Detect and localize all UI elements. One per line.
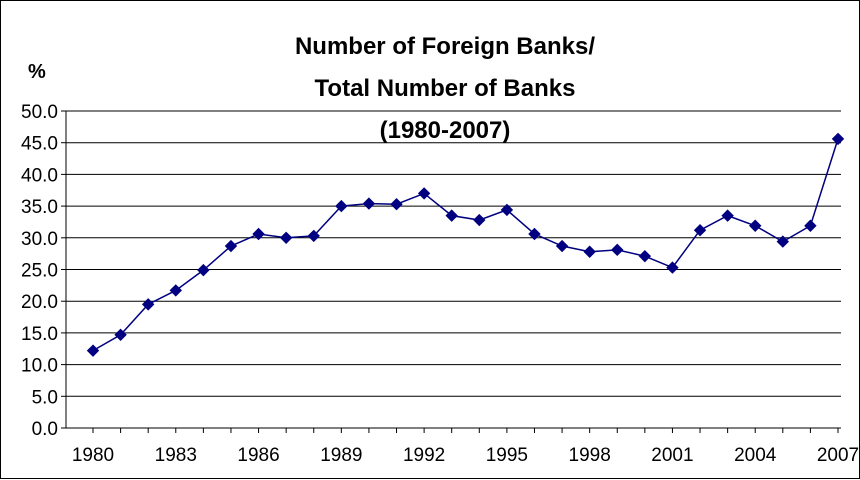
y-tick-label: 25.0: [21, 261, 58, 282]
data-point-marker: [224, 239, 238, 253]
data-point-marker: [500, 203, 514, 217]
axes: [61, 110, 841, 433]
data-point-marker: [335, 199, 348, 213]
x-tick-label: 1980: [72, 445, 114, 466]
data-point-marker: [197, 263, 210, 277]
y-tick-labels: 0.0 5.0 10.0 15.0 20.0 25.0 30.0 35.0 40.0 45.0 50…: [21, 102, 58, 440]
data-point-marker: [749, 219, 762, 232]
x-tick-label: 1995: [486, 445, 528, 466]
data-point-marker: [528, 227, 541, 241]
data-point-marker: [114, 328, 127, 342]
series: [86, 132, 845, 357]
data-point-marker: [666, 261, 679, 274]
x-tick-label: 2007: [817, 445, 859, 466]
series-line: [92, 138, 839, 352]
data-point-marker: [721, 209, 734, 222]
y-tick-label: 10.0: [21, 356, 58, 377]
x-tick-label: 1986: [237, 445, 279, 466]
data-point-marker: [831, 132, 845, 146]
x-tick-label: 2001: [651, 445, 693, 466]
x-tick-label: 2004: [734, 445, 777, 466]
y-tick-label: 40.0: [21, 165, 58, 186]
chart-title-line-1: Number of Foreign Banks/: [295, 33, 595, 60]
data-point-marker: [417, 187, 431, 200]
data-point-marker: [776, 235, 790, 248]
chart-title-line-3: (1980-2007): [380, 117, 511, 144]
data-point-marker: [473, 213, 486, 227]
data-point-marker: [252, 227, 265, 241]
data-point-marker: [804, 219, 817, 232]
y-tick-label: 20.0: [21, 292, 58, 313]
y-tick-label: 35.0: [21, 197, 58, 218]
data-point-marker: [279, 231, 293, 245]
x-tick-labels: 1980 1983 1986 1989 1992 1995 1998 2001 2004 2007: [72, 445, 859, 466]
data-point-marker: [693, 223, 707, 237]
data-point-marker: [141, 298, 155, 311]
data-point-marker: [362, 197, 376, 210]
x-tick-label: 1992: [403, 445, 445, 466]
data-point-marker: [445, 209, 458, 222]
y-tick-label: 5.0: [32, 387, 58, 408]
x-tick-label: 1983: [155, 445, 197, 466]
gridlines: [66, 110, 841, 397]
y-tick-label: 15.0: [21, 324, 58, 345]
y-tick-label: 50.0: [21, 102, 58, 123]
x-tick-label: 1989: [320, 445, 362, 466]
chart-title-line-2: Total Number of Banks: [315, 75, 576, 102]
data-point-marker: [169, 284, 182, 297]
y-tick-label: 45.0: [21, 134, 58, 155]
data-point-marker: [583, 245, 596, 258]
data-point-marker: [611, 243, 624, 257]
data-point-marker: [638, 249, 652, 263]
y-tick-label: 0.0: [32, 419, 58, 440]
data-point-marker: [555, 239, 569, 253]
data-point-marker: [307, 229, 320, 243]
y-tick-label: 30.0: [21, 229, 58, 250]
data-point-marker: [390, 197, 403, 211]
data-point-marker: [86, 344, 100, 357]
x-tick-label: 1998: [569, 445, 611, 466]
y-axis-unit-label: %: [28, 61, 46, 83]
